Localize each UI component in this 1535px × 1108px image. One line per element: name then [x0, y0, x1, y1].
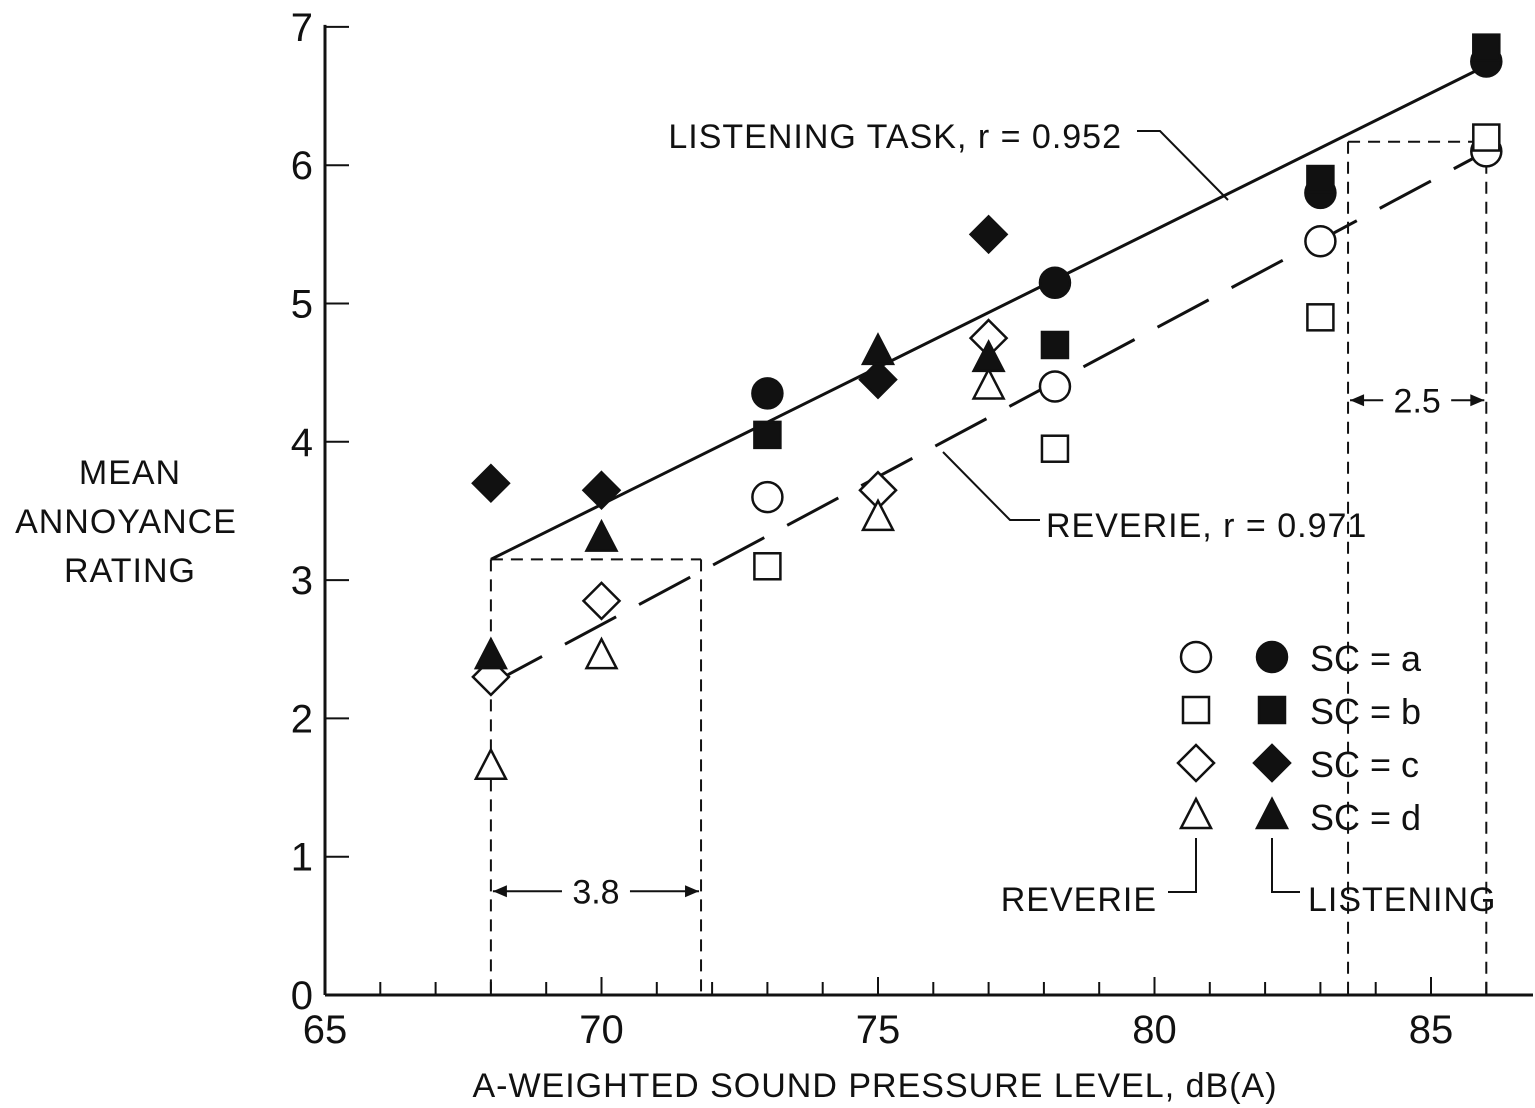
listening-diamond-point [471, 463, 511, 504]
y-axis-title-line-3: RATING [64, 552, 196, 590]
listening-triangle-point [971, 339, 1006, 373]
arrow-head [492, 885, 507, 898]
listening-sc-d-series [473, 332, 1006, 670]
dimension-2: 2.5 [1347, 140, 1488, 995]
y-tick-label: 0 [291, 974, 313, 1018]
legend-open-diamond [1176, 743, 1216, 783]
reverie-square-point [1040, 434, 1070, 463]
legend-listening-bracket [1271, 838, 1300, 893]
y-tick-label: 2 [291, 697, 313, 741]
reverie-fit-label: REVERIE, r = 0.971 [1046, 507, 1367, 545]
reverie-square-point [753, 552, 782, 581]
arrow-head [1470, 394, 1485, 407]
x-tick-label: 85 [1409, 1008, 1454, 1052]
y-tick-label: 4 [291, 421, 313, 465]
reverie-triangle-point [860, 498, 896, 532]
data-points [471, 33, 1503, 781]
listening-sc-b-series [753, 33, 1501, 450]
legend-filled-diamond [1252, 743, 1292, 783]
legend-reverie-bracket [1168, 838, 1197, 893]
reverie-circle-point [1038, 370, 1072, 403]
reverie-triangle-point [473, 747, 508, 781]
reverie-label-leader [942, 451, 1040, 521]
legend: SC = a SC = b SC = c SC = d [1168, 638, 1422, 893]
legend-filled-triangle [1254, 796, 1290, 830]
axis-ticks: 65 70 75 80 85 0 1 2 3 4 5 6 7 [291, 6, 1488, 1052]
listening-square-point [1040, 330, 1070, 360]
reverie-sc-b-series [753, 123, 1501, 581]
listening-diamond-point [581, 470, 622, 510]
dimension-annotations: 3.8 2.5 [489, 140, 1488, 995]
listening-circle-point [1038, 266, 1072, 300]
listening-diamond-point [968, 214, 1009, 255]
reverie-circle-point [1304, 225, 1337, 258]
listening-circle-point [751, 377, 784, 410]
y-tick-label: 5 [291, 283, 313, 327]
y-axis-title-line-2: ANNOYANCE [15, 503, 237, 541]
legend-label-d: SC = d [1310, 797, 1421, 838]
y-tick-label: 7 [291, 6, 313, 50]
listening-square-point [1306, 164, 1335, 194]
x-axis-title: A-WEIGHTED SOUND PRESSURE LEVEL, dB(A) [472, 1067, 1277, 1105]
arrow-head [685, 885, 700, 898]
dimension-label: 3.8 [572, 873, 619, 911]
y-tick-label: 1 [291, 836, 313, 880]
arrow-head [1350, 394, 1365, 407]
legend-label-c: SC = c [1310, 744, 1419, 785]
listening-triangle-point [860, 332, 896, 366]
listening-triangle-point [584, 518, 619, 552]
legend-reverie-label: REVERIE [1001, 881, 1157, 919]
legend-open-square [1181, 695, 1211, 725]
listening-triangle-point [473, 636, 508, 670]
y-tick-label: 6 [291, 144, 313, 188]
legend-label-a: SC = a [1310, 638, 1422, 679]
y-axis-title-line-1: MEAN [79, 454, 181, 492]
legend-open-triangle [1178, 796, 1214, 830]
chart-labels: A-WEIGHTED SOUND PRESSURE LEVEL, dB(A) M… [15, 118, 1496, 1105]
reverie-triangle-point [584, 636, 619, 670]
listening-diamond-point [858, 359, 898, 400]
listening-square-point [1472, 33, 1501, 62]
legend-open-circle [1179, 640, 1213, 674]
dimension-1: 3.8 [489, 558, 703, 995]
x-tick-label: 75 [856, 1008, 901, 1052]
listening-sc-c-series [471, 214, 1009, 510]
legend-filled-square [1257, 695, 1287, 725]
reverie-square-point [1306, 303, 1335, 332]
x-tick-label: 80 [1132, 1008, 1177, 1052]
listening-square-point [753, 420, 782, 450]
y-tick-label: 3 [291, 559, 313, 603]
x-tick-label: 70 [579, 1008, 624, 1052]
listening-sc-a-series [751, 45, 1503, 410]
reverie-sc-d-series [473, 366, 1006, 781]
reverie-triangle-point [971, 366, 1006, 400]
axes [323, 24, 1533, 997]
listening-fit-label: LISTENING TASK, r = 0.952 [668, 118, 1122, 156]
reverie-sc-c-series [471, 318, 1009, 697]
legend-filled-circle [1255, 640, 1289, 674]
reverie-sc-a-series [751, 135, 1503, 514]
dimension-label: 2.5 [1394, 382, 1441, 420]
reverie-diamond-point [581, 581, 622, 621]
x-tick-label: 65 [303, 1008, 348, 1052]
legend-label-b: SC = b [1310, 691, 1421, 732]
listening-fit-line [490, 64, 1487, 561]
reverie-circle-point [751, 480, 784, 514]
listening-label-leader [1137, 130, 1229, 201]
reverie-square-point [1472, 123, 1501, 152]
legend-listening-label: LISTENING [1308, 881, 1496, 919]
